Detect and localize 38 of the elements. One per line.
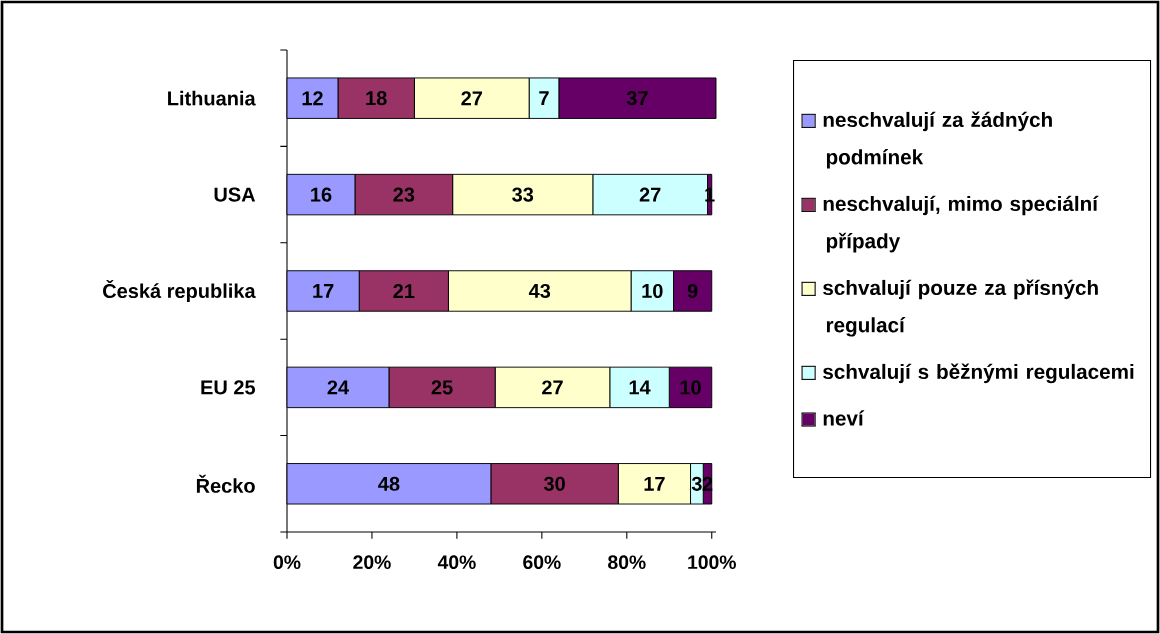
legend-label: neví — [823, 410, 865, 426]
data-label: 33 — [512, 187, 534, 202]
data-label: 27 — [461, 91, 483, 106]
data-label: 37 — [626, 91, 648, 106]
data-label: 18 — [366, 91, 387, 106]
data-label: 24 — [327, 380, 349, 395]
data-label: 10 — [642, 283, 663, 299]
y-tick-label: USA — [214, 187, 256, 202]
data-label: 27 — [639, 187, 661, 202]
y-tick-label: Česká republika — [103, 279, 256, 303]
x-tick-label: 60% — [523, 555, 561, 570]
data-label: 10 — [680, 380, 701, 395]
y-tick-label: EU 25 — [201, 380, 256, 395]
x-tick-label: 100% — [688, 555, 736, 570]
data-label: 30 — [543, 476, 565, 491]
data-label: 27 — [542, 380, 563, 395]
legend-label: schvalují s běžnými regulacemi — [823, 363, 1134, 384]
x-tick-label: 0% — [273, 555, 301, 570]
data-label: 17 — [644, 476, 665, 491]
data-label: 21 — [393, 284, 415, 298]
x-tick-label: 80% — [608, 555, 646, 570]
y-tick-label: Lithuania — [168, 90, 256, 106]
data-label: 14 — [629, 380, 651, 395]
data-label: 9 — [687, 283, 698, 299]
legend-label: neschvalují, mimo speciální případy — [823, 195, 1099, 253]
data-label: 25 — [431, 380, 453, 395]
data-label: 43 — [528, 283, 551, 299]
x-tick-label: 20% — [353, 555, 391, 570]
data-label: 12 — [302, 91, 323, 106]
data-label: 17 — [313, 284, 334, 298]
data-label: 23 — [393, 187, 415, 202]
data-label: 16 — [311, 187, 332, 202]
data-label: 1 — [705, 187, 715, 202]
data-label: 48 — [378, 476, 400, 491]
data-label: 7 — [539, 91, 549, 106]
data-label: 3 — [691, 476, 702, 491]
x-tick-label: 40% — [437, 555, 476, 570]
y-tick-label: Řecko — [196, 474, 255, 493]
